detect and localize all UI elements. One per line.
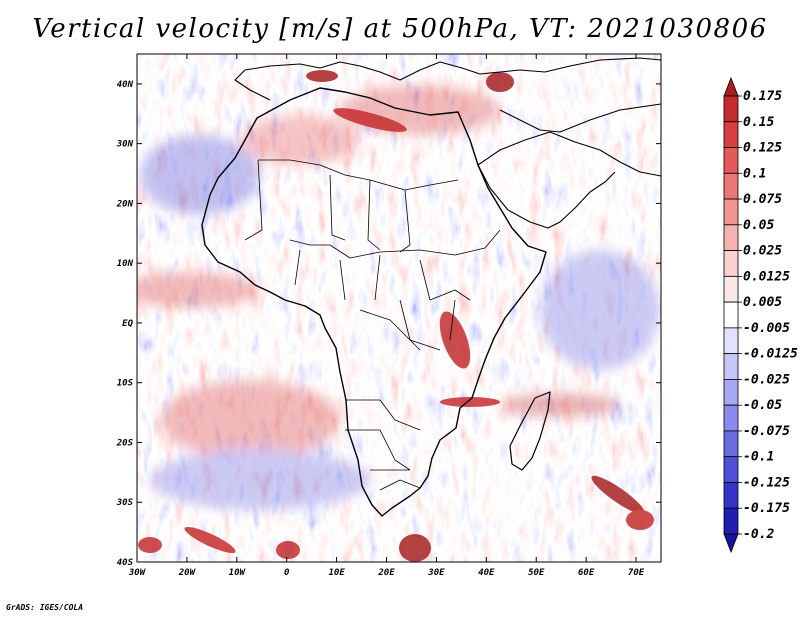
colorbar-label: 0.025 (743, 244, 782, 259)
colorbar-label: -0.125 (743, 475, 790, 490)
colorbar-swatch (723, 456, 739, 483)
lon-label: 10E (328, 568, 345, 578)
lon-label: 60E (578, 568, 595, 578)
colorbar-label: 0.075 (743, 192, 782, 207)
colorbar-swatch (723, 121, 739, 148)
colorbar-swatch (723, 482, 739, 509)
lon-label: 30W (128, 568, 147, 578)
colorbar-label: 0.125 (743, 141, 782, 156)
lon-label: 40E (478, 568, 495, 578)
velocity-field (137, 54, 661, 562)
colorbar-swatch (723, 198, 739, 226)
colorbar-label: 0.15 (743, 115, 774, 130)
latitude-axis: 40N 30N 20N 10N EQ 10S 20S 30S 40S (116, 80, 661, 568)
coastlines (201, 57, 661, 517)
lon-label: 0 (284, 568, 290, 578)
colorbar-swatch (723, 250, 739, 277)
colorbar-label: -0.05 (743, 398, 782, 413)
colorbar-top-arrow (723, 76, 739, 97)
lon-label: 70E (628, 568, 645, 578)
colorbar-label: 0.1 (743, 166, 766, 181)
colorbar-label: -0.2 (743, 527, 774, 542)
colorbar-swatch (723, 507, 739, 535)
colorbar-label: 0.0125 (743, 269, 790, 284)
colorbar-swatch (723, 379, 739, 406)
colorbar-swatch (723, 147, 739, 174)
colorbar-label: 0.175 (743, 89, 782, 104)
colorbar-swatch (723, 275, 739, 303)
lat-label: 20S (116, 438, 134, 448)
colorbar-swatch (723, 430, 739, 458)
colorbar-swatch (723, 301, 739, 329)
lat-label: 30N (116, 140, 134, 150)
map-title: Vertical velocity [m/s] at 500hPa, VT: 2… (32, 14, 768, 44)
colorbar: 0.175 0.15 0.125 0.1 0.075 0.05 0.025 0.0125 0.0… (723, 76, 798, 554)
colorbar-swatch (723, 327, 739, 355)
lon-label: 30E (427, 568, 445, 578)
lat-label: 40N (117, 80, 134, 90)
colorbar-label: -0.005 (743, 321, 790, 336)
colorbar-label: -0.025 (743, 372, 790, 387)
lat-label: 30S (116, 498, 134, 508)
colorbar-swatch (723, 172, 739, 200)
lat-label: 20N (116, 199, 134, 209)
colorbar-label: -0.1 (743, 450, 774, 465)
lat-label: 40S (117, 558, 134, 568)
lat-label: EQ (122, 319, 133, 329)
colorbar-swatch (723, 224, 739, 251)
colorbar-label: 0.05 (743, 218, 774, 233)
colorbar-swatch (723, 404, 739, 432)
grads-credit: GrADS: IGES/COLA (6, 603, 84, 612)
colorbar-label: 0.005 (743, 295, 782, 310)
lat-label: 10N (117, 259, 134, 269)
longitude-axis: 30W 20W 10W 0 10E 20E 30E 40E 50E 60E 70E (128, 54, 645, 578)
lon-label: 20E (377, 568, 395, 578)
lon-label: 20W (178, 568, 197, 578)
lat-label: 10S (117, 379, 134, 389)
colorbar-swatch (723, 95, 739, 123)
map-frame (136, 53, 662, 563)
colorbar-label: -0.0125 (743, 347, 798, 362)
lon-label: 10W (229, 568, 247, 578)
colorbar-label: -0.075 (743, 424, 790, 439)
colorbar-bottom-arrow (723, 533, 739, 554)
colorbar-label: -0.175 (743, 501, 790, 516)
colorbar-swatch (723, 353, 739, 380)
lon-label: 50E (528, 568, 545, 578)
